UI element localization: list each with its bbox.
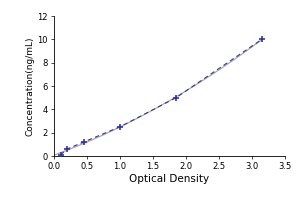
Y-axis label: Concentration(ng/mL): Concentration(ng/mL) bbox=[26, 36, 34, 136]
X-axis label: Optical Density: Optical Density bbox=[129, 174, 210, 184]
